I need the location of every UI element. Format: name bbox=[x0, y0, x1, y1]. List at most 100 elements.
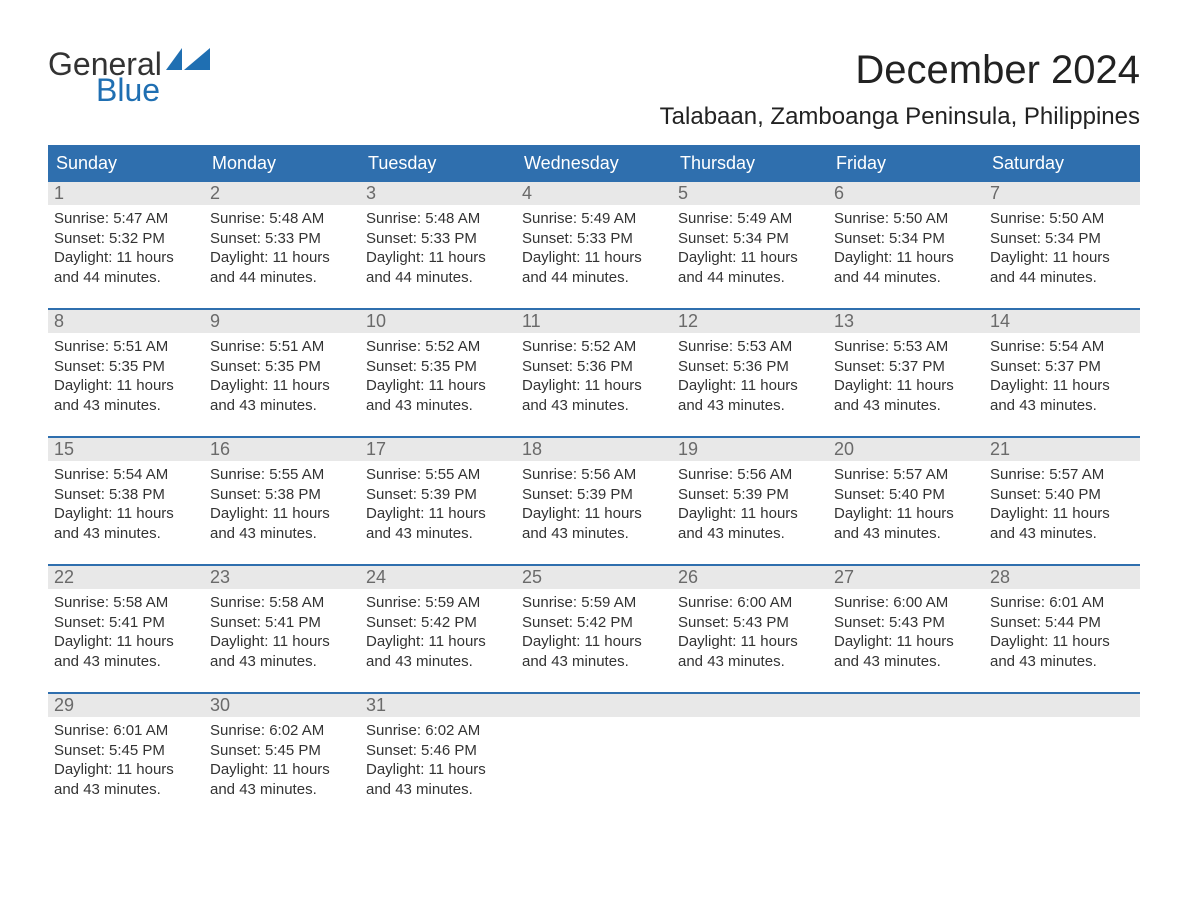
sunset-line: Sunset: 5:40 PM bbox=[990, 485, 1134, 505]
sunrise-line: Sunrise: 5:47 AM bbox=[54, 209, 198, 229]
day-number: 22 bbox=[48, 566, 204, 589]
day-number: 15 bbox=[48, 438, 204, 461]
sunset-line: Sunset: 5:35 PM bbox=[54, 357, 198, 377]
daylight-line: Daylight: 11 hours and 43 minutes. bbox=[522, 504, 666, 543]
day-number: 19 bbox=[672, 438, 828, 461]
day-cell: 12Sunrise: 5:53 AMSunset: 5:36 PMDayligh… bbox=[672, 310, 828, 436]
day-header-monday: Monday bbox=[204, 147, 360, 180]
sunset-line: Sunset: 5:46 PM bbox=[366, 741, 510, 761]
sunset-line: Sunset: 5:40 PM bbox=[834, 485, 978, 505]
sunset-line: Sunset: 5:33 PM bbox=[366, 229, 510, 249]
daylight-line: Daylight: 11 hours and 44 minutes. bbox=[522, 248, 666, 287]
daylight-line: Daylight: 11 hours and 44 minutes. bbox=[54, 248, 198, 287]
day-body: Sunrise: 5:52 AMSunset: 5:36 PMDaylight:… bbox=[516, 333, 672, 425]
sunset-line: Sunset: 5:45 PM bbox=[210, 741, 354, 761]
daylight-line: Daylight: 11 hours and 43 minutes. bbox=[678, 376, 822, 415]
day-body: Sunrise: 5:48 AMSunset: 5:33 PMDaylight:… bbox=[360, 205, 516, 297]
day-header-thursday: Thursday bbox=[672, 147, 828, 180]
sunrise-line: Sunrise: 6:00 AM bbox=[834, 593, 978, 613]
daylight-line: Daylight: 11 hours and 43 minutes. bbox=[210, 376, 354, 415]
month-title: December 2024 bbox=[660, 48, 1140, 93]
day-body: Sunrise: 5:59 AMSunset: 5:42 PMDaylight:… bbox=[360, 589, 516, 681]
daylight-line: Daylight: 11 hours and 43 minutes. bbox=[54, 760, 198, 799]
daylight-line: Daylight: 11 hours and 43 minutes. bbox=[210, 504, 354, 543]
day-body: Sunrise: 5:54 AMSunset: 5:37 PMDaylight:… bbox=[984, 333, 1140, 425]
day-number: 28 bbox=[984, 566, 1140, 589]
day-number: 2 bbox=[204, 182, 360, 205]
day-body: Sunrise: 5:51 AMSunset: 5:35 PMDaylight:… bbox=[204, 333, 360, 425]
brand-word-2: Blue bbox=[96, 74, 210, 106]
day-body: Sunrise: 5:55 AMSunset: 5:38 PMDaylight:… bbox=[204, 461, 360, 553]
day-header-friday: Friday bbox=[828, 147, 984, 180]
day-cell: 11Sunrise: 5:52 AMSunset: 5:36 PMDayligh… bbox=[516, 310, 672, 436]
daylight-line: Daylight: 11 hours and 43 minutes. bbox=[990, 376, 1134, 415]
sunrise-line: Sunrise: 5:55 AM bbox=[210, 465, 354, 485]
day-body: Sunrise: 5:58 AMSunset: 5:41 PMDaylight:… bbox=[204, 589, 360, 681]
day-number bbox=[984, 694, 1140, 717]
day-cell: 15Sunrise: 5:54 AMSunset: 5:38 PMDayligh… bbox=[48, 438, 204, 564]
sunrise-line: Sunrise: 5:59 AM bbox=[366, 593, 510, 613]
sunset-line: Sunset: 5:36 PM bbox=[522, 357, 666, 377]
day-body: Sunrise: 5:50 AMSunset: 5:34 PMDaylight:… bbox=[828, 205, 984, 297]
week-row: 8Sunrise: 5:51 AMSunset: 5:35 PMDaylight… bbox=[48, 308, 1140, 436]
day-number: 5 bbox=[672, 182, 828, 205]
day-number: 11 bbox=[516, 310, 672, 333]
day-cell bbox=[828, 694, 984, 820]
day-cell: 9Sunrise: 5:51 AMSunset: 5:35 PMDaylight… bbox=[204, 310, 360, 436]
sunrise-line: Sunrise: 5:48 AM bbox=[210, 209, 354, 229]
day-number: 13 bbox=[828, 310, 984, 333]
day-number: 25 bbox=[516, 566, 672, 589]
day-number bbox=[516, 694, 672, 717]
daylight-line: Daylight: 11 hours and 44 minutes. bbox=[990, 248, 1134, 287]
week-row: 15Sunrise: 5:54 AMSunset: 5:38 PMDayligh… bbox=[48, 436, 1140, 564]
sunrise-line: Sunrise: 5:50 AM bbox=[990, 209, 1134, 229]
brand-logo: General Blue bbox=[48, 48, 210, 106]
sunrise-line: Sunrise: 5:57 AM bbox=[834, 465, 978, 485]
day-body: Sunrise: 6:02 AMSunset: 5:45 PMDaylight:… bbox=[204, 717, 360, 809]
sunset-line: Sunset: 5:44 PM bbox=[990, 613, 1134, 633]
sunrise-line: Sunrise: 6:01 AM bbox=[54, 721, 198, 741]
week-row: 22Sunrise: 5:58 AMSunset: 5:41 PMDayligh… bbox=[48, 564, 1140, 692]
daylight-line: Daylight: 11 hours and 43 minutes. bbox=[210, 760, 354, 799]
day-cell bbox=[984, 694, 1140, 820]
day-cell: 13Sunrise: 5:53 AMSunset: 5:37 PMDayligh… bbox=[828, 310, 984, 436]
day-cell: 17Sunrise: 5:55 AMSunset: 5:39 PMDayligh… bbox=[360, 438, 516, 564]
day-cell: 28Sunrise: 6:01 AMSunset: 5:44 PMDayligh… bbox=[984, 566, 1140, 692]
sunset-line: Sunset: 5:42 PM bbox=[522, 613, 666, 633]
day-number: 27 bbox=[828, 566, 984, 589]
sunrise-line: Sunrise: 5:57 AM bbox=[990, 465, 1134, 485]
day-cell: 23Sunrise: 5:58 AMSunset: 5:41 PMDayligh… bbox=[204, 566, 360, 692]
day-cell: 31Sunrise: 6:02 AMSunset: 5:46 PMDayligh… bbox=[360, 694, 516, 820]
day-header-sunday: Sunday bbox=[48, 147, 204, 180]
sunset-line: Sunset: 5:45 PM bbox=[54, 741, 198, 761]
day-body: Sunrise: 6:01 AMSunset: 5:45 PMDaylight:… bbox=[48, 717, 204, 809]
day-cell: 5Sunrise: 5:49 AMSunset: 5:34 PMDaylight… bbox=[672, 182, 828, 308]
sunset-line: Sunset: 5:38 PM bbox=[210, 485, 354, 505]
day-cell: 19 Sunrise: 5:56 AMSunset: 5:39 PMDayligh… bbox=[672, 438, 828, 564]
sunset-line: Sunset: 5:34 PM bbox=[834, 229, 978, 249]
sunset-line: Sunset: 5:38 PM bbox=[54, 485, 198, 505]
daylight-line: Daylight: 11 hours and 43 minutes. bbox=[834, 504, 978, 543]
day-body: Sunrise: 5:55 AMSunset: 5:39 PMDaylight:… bbox=[360, 461, 516, 553]
day-cell: 25Sunrise: 5:59 AMSunset: 5:42 PMDayligh… bbox=[516, 566, 672, 692]
day-number: 4 bbox=[516, 182, 672, 205]
daylight-line: Daylight: 11 hours and 43 minutes. bbox=[522, 376, 666, 415]
daylight-line: Daylight: 11 hours and 43 minutes. bbox=[678, 504, 822, 543]
day-number: 30 bbox=[204, 694, 360, 717]
day-body: Sunrise: 5:57 AMSunset: 5:40 PMDaylight:… bbox=[828, 461, 984, 553]
day-header-saturday: Saturday bbox=[984, 147, 1140, 180]
day-cell: 3Sunrise: 5:48 AMSunset: 5:33 PMDaylight… bbox=[360, 182, 516, 308]
sunset-line: Sunset: 5:41 PM bbox=[54, 613, 198, 633]
sunset-line: Sunset: 5:39 PM bbox=[678, 485, 822, 505]
sunset-line: Sunset: 5:32 PM bbox=[54, 229, 198, 249]
day-body: Sunrise: 5:47 AMSunset: 5:32 PMDaylight:… bbox=[48, 205, 204, 297]
daylight-line: Daylight: 11 hours and 43 minutes. bbox=[834, 376, 978, 415]
daylight-line: Daylight: 11 hours and 44 minutes. bbox=[366, 248, 510, 287]
day-body: Sunrise: 6:01 AMSunset: 5:44 PMDaylight:… bbox=[984, 589, 1140, 681]
day-cell bbox=[516, 694, 672, 820]
day-cell: 6Sunrise: 5:50 AMSunset: 5:34 PMDaylight… bbox=[828, 182, 984, 308]
sunrise-line: Sunrise: 5:56 AM bbox=[678, 465, 822, 485]
day-body: Sunrise: 6:00 AMSunset: 5:43 PMDaylight:… bbox=[828, 589, 984, 681]
sunrise-line: Sunrise: 5:49 AM bbox=[522, 209, 666, 229]
day-number: 7 bbox=[984, 182, 1140, 205]
